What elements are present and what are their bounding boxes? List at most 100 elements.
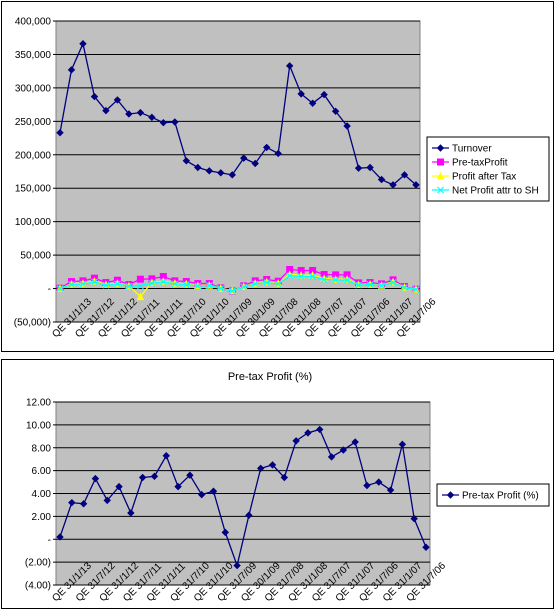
data-point	[90, 92, 99, 101]
data-point	[209, 487, 218, 495]
data-point	[103, 496, 111, 505]
series-line	[59, 275, 417, 292]
series-1	[56, 425, 430, 570]
data-point	[194, 163, 202, 172]
y-tick-label: 50,000	[20, 251, 51, 262]
data-point	[286, 272, 294, 280]
legend-item: Turnover	[432, 144, 492, 155]
data-point	[240, 154, 248, 162]
data-point	[274, 149, 282, 158]
data-point	[339, 446, 348, 454]
data-point	[309, 273, 317, 280]
data-point	[127, 509, 135, 517]
data-point	[205, 282, 213, 289]
data-point	[331, 107, 340, 116]
data-point	[343, 122, 351, 130]
data-point	[162, 452, 170, 460]
data-point	[56, 533, 64, 541]
y-tick-label: 200,000	[15, 150, 52, 161]
data-point	[327, 453, 336, 461]
legend-marker	[436, 144, 445, 152]
data-point	[233, 561, 241, 570]
legend-label: Profit after Tax	[452, 172, 516, 183]
data-point	[320, 276, 328, 283]
chart-title: Pre-tax Profit (%)	[228, 371, 312, 383]
data-point	[150, 472, 159, 481]
y-tick-label: 10.00	[26, 420, 51, 431]
data-point	[304, 429, 312, 437]
y-tick-label: 100,000	[15, 217, 52, 228]
data-point	[182, 157, 191, 165]
data-point	[316, 425, 324, 434]
y-tick-label: 8.00	[32, 443, 52, 454]
data-point	[79, 280, 87, 288]
legend-marker	[437, 158, 444, 166]
data-point	[68, 498, 76, 507]
data-point	[245, 511, 253, 519]
data-point	[366, 281, 374, 288]
legend-box	[436, 483, 550, 507]
legend-item: Profit after Tax	[432, 172, 516, 183]
data-point	[297, 273, 305, 280]
data-point	[412, 286, 420, 293]
data-point	[102, 281, 110, 289]
legend-item: Pre-tax Profit (%)	[442, 491, 539, 502]
data-point	[355, 281, 363, 289]
y-tick-label: 250,000	[15, 117, 52, 128]
y-tick-label: -	[48, 284, 51, 295]
legend-label: Pre-tax Profit (%)	[462, 491, 539, 502]
data-point	[375, 478, 383, 486]
data-point	[197, 490, 206, 499]
data-point	[159, 278, 167, 286]
data-point	[56, 128, 64, 137]
legend-item: Net Profit attr to SH	[432, 186, 539, 197]
data-point	[389, 181, 397, 189]
data-point	[138, 473, 147, 482]
data-point	[113, 96, 122, 104]
data-point	[377, 175, 386, 184]
data-point	[400, 171, 409, 179]
data-point	[251, 280, 259, 288]
data-point	[91, 278, 98, 286]
legend-item: Pre-taxProfit	[432, 158, 508, 169]
data-point	[102, 106, 110, 115]
legend-label: Pre-taxProfit	[452, 158, 508, 169]
data-point	[171, 118, 179, 126]
data-point	[148, 279, 156, 287]
data-point	[194, 282, 202, 290]
data-point	[280, 473, 289, 482]
data-point	[386, 486, 395, 494]
data-point	[125, 282, 133, 290]
data-point	[285, 62, 294, 70]
data-point	[113, 280, 121, 288]
series-line	[59, 41, 417, 186]
data-point	[297, 90, 305, 98]
data-point	[398, 440, 407, 449]
data-point	[332, 276, 340, 284]
y-tick-label: (50,000)	[14, 318, 51, 329]
data-point	[136, 292, 145, 301]
data-point	[343, 276, 351, 284]
data-point	[67, 66, 76, 74]
turnover-profit-chart: (50,000) - 50,000 100,000 150,000 200,000 250,…	[14, 17, 550, 340]
data-point	[251, 159, 259, 168]
y-tick-label: 2.00	[32, 512, 52, 523]
data-point	[240, 283, 248, 291]
data-point	[68, 281, 75, 288]
data-point	[159, 118, 168, 127]
data-point	[308, 99, 317, 107]
data-point	[221, 528, 229, 537]
y-tick-label: 6.00	[32, 466, 52, 477]
data-point	[56, 285, 64, 292]
data-point	[91, 474, 100, 483]
data-point	[412, 181, 420, 189]
data-point	[136, 282, 144, 290]
data-point	[125, 110, 133, 118]
data-point	[148, 113, 156, 122]
legend-marker	[437, 186, 444, 194]
data-point	[228, 171, 236, 179]
data-point	[274, 280, 282, 288]
legend-label: Net Profit attr to SH	[452, 186, 539, 197]
series-1	[56, 40, 420, 189]
